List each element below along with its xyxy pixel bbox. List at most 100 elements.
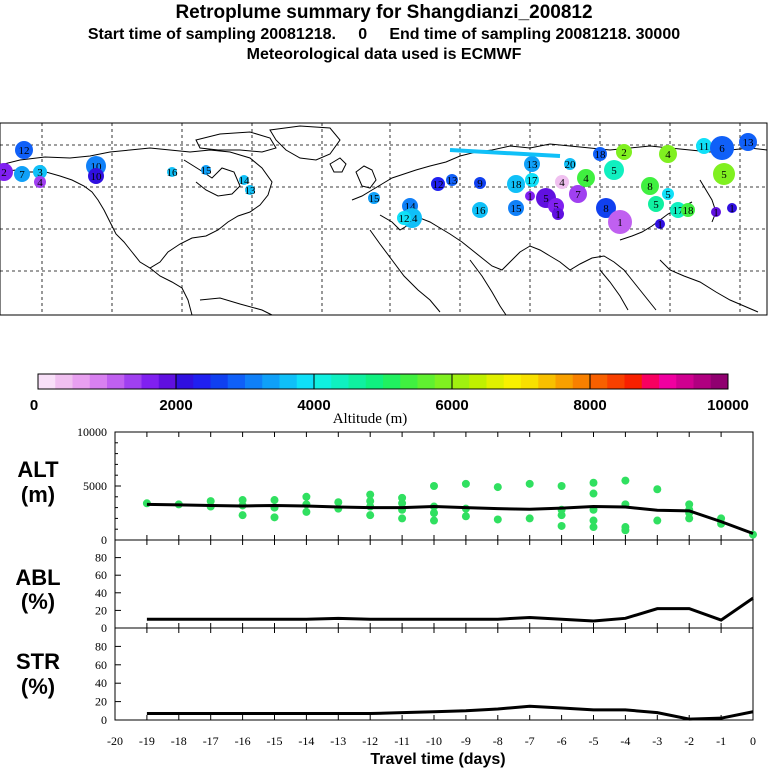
x-tick-label: -20	[107, 734, 123, 748]
colorbar-cell	[383, 374, 401, 389]
trajectory-cluster-label: 18	[683, 205, 695, 217]
x-tick-label: -16	[235, 734, 251, 748]
panel-str: 0 20 40 60 80	[95, 627, 754, 727]
altitude-scatter-point	[557, 521, 566, 530]
colorbar-cell	[538, 374, 556, 389]
colorbar-cell	[107, 374, 125, 389]
trajectory-cluster-label: 15	[369, 193, 381, 205]
colorbar-cell	[158, 374, 177, 389]
trajectory-cluster-marker	[681, 203, 695, 217]
altitude-scatter-point	[557, 482, 566, 490]
trajectory-cluster-marker	[670, 202, 686, 218]
colorbar-cell	[521, 374, 539, 389]
trajectory-streak	[449, 148, 561, 158]
colorbar-cells	[38, 374, 729, 389]
altitude-scatter-point	[238, 511, 247, 520]
trajectory-cluster-label: 8	[603, 203, 609, 215]
trajectory-cluster-marker	[596, 198, 616, 218]
trajectory-cluster-label: 5	[721, 169, 727, 181]
x-tick-label: -8	[493, 734, 503, 748]
map-frame	[0, 122, 768, 316]
colorbar-cell	[607, 374, 625, 389]
x-tick-label: -11	[394, 734, 410, 748]
trajectory-cluster-label: 6	[719, 143, 725, 155]
trajectory-cluster-label: 13	[245, 185, 257, 197]
altitude-scatter-point	[302, 492, 311, 501]
trajectory-cluster-label: 4	[37, 177, 43, 189]
trajectory-cluster-marker	[33, 165, 47, 179]
colorbar-cell	[314, 374, 332, 389]
trajectory-cluster-marker	[552, 208, 564, 220]
trajectory-cluster-label: 12	[19, 145, 30, 157]
y-tick-label: 80	[95, 639, 107, 653]
abl-series-line	[146, 596, 754, 623]
trajectory-cluster-label: 1	[729, 203, 735, 215]
trajectory-cluster-label: 5	[543, 193, 549, 205]
x-tick-label: -12	[362, 734, 378, 748]
colorbar-tick-labels: 0 2000 4000 6000 8000 10000	[30, 374, 749, 414]
altitude-scatter-point	[589, 478, 598, 487]
trajectory-cluster-label: 18	[511, 179, 523, 191]
altitude-scatter-point	[334, 498, 343, 507]
alt-panel-label: ALT	[17, 457, 59, 482]
altitude-scatter-point	[430, 509, 438, 517]
altitude-scatter-point	[366, 511, 375, 520]
x-tick-label: -2	[684, 734, 694, 748]
colorbar-cell	[710, 374, 729, 389]
y-tick-label: 60	[95, 658, 107, 672]
trajectory-cluster-label: 1	[617, 217, 623, 229]
trajectory-cluster-label: 1	[713, 207, 719, 219]
y-tick-label: 20	[95, 603, 107, 617]
sampling-time-line: Start time of sampling 20081218. 0 End t…	[87, 26, 681, 43]
colorbar-cell	[296, 374, 315, 389]
altitude-scatter-point	[653, 485, 662, 494]
colorbar-cell	[193, 374, 211, 389]
trajectory-cluster-marker	[696, 138, 712, 154]
colorbar-cell	[72, 374, 91, 389]
y-tick-label: 0	[101, 621, 107, 635]
colorbar-cell	[141, 374, 160, 389]
trajectory-cluster-marker	[88, 168, 104, 184]
trajectory-cluster-marker	[577, 169, 595, 187]
x-tick-label: -17	[203, 734, 219, 748]
trajectory-cluster-label: 9	[477, 178, 483, 190]
x-tick-label: -6	[557, 734, 567, 748]
str-series-line	[146, 704, 754, 721]
y-tick-label: 10000	[77, 425, 107, 439]
colorbar-tick-label: 10000	[707, 397, 749, 414]
trajectory-cluster-label: 17	[673, 205, 685, 217]
x-tick-label: -15	[267, 734, 283, 748]
x-tick-label: -3	[652, 734, 662, 748]
colorbar-cell	[469, 374, 487, 389]
x-tick-label: -7	[525, 734, 535, 748]
trajectory-cluster-label: 12	[399, 213, 410, 225]
trajectory-cluster-marker	[508, 200, 524, 216]
colorbar-tick-label: 0	[30, 397, 38, 414]
panel-frame	[114, 539, 754, 629]
map-gridlines	[0, 123, 767, 315]
trajectory-cluster-marker	[659, 145, 677, 163]
altitude-scatter-point	[430, 516, 438, 525]
travel-time-axis: -20 -19 -18 -17 -16 -15 -14 -13 -12 -11 -10 -9 -8 -7-…	[107, 734, 756, 748]
trajectory-cluster-label: 15	[201, 165, 213, 177]
trajectory-cluster-marker	[431, 177, 445, 191]
trajectory-cluster-label: 5	[553, 201, 559, 213]
colorbar-title: Altitude (m)	[333, 411, 408, 427]
alt-panel-unit: (m)	[21, 482, 55, 507]
trajectory-cluster-label: 16	[475, 205, 487, 217]
colorbar-cell	[693, 374, 712, 389]
trajectory-cluster-marker	[14, 166, 30, 182]
colorbar-cell	[676, 374, 694, 389]
colorbar-cell	[572, 374, 591, 389]
trajectory-cluster-marker	[0, 163, 13, 181]
trajectory-cluster-marker	[474, 177, 486, 189]
meteo-data-line: Meteorological data used is ECMWF	[246, 46, 522, 63]
x-tick-label: -5	[589, 734, 599, 748]
colorbar-cell	[503, 374, 522, 389]
colorbar-cell	[176, 374, 194, 389]
altitude-scatter-point	[366, 490, 375, 499]
trajectory-cluster-marker	[710, 136, 734, 160]
colorbar-cell	[227, 374, 246, 389]
trajectory-cluster-label: 7	[575, 189, 581, 201]
chart-title: Retroplume summary for Shangdianzi_20081…	[175, 2, 593, 23]
